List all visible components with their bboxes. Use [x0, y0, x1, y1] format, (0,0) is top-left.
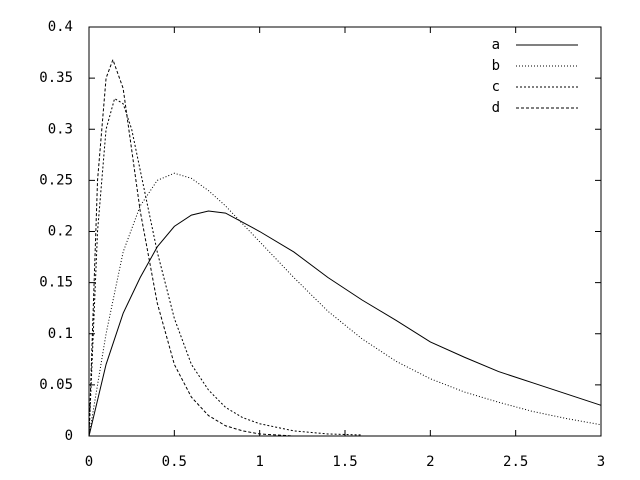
- legend-label: a: [492, 37, 500, 53]
- y-tick-label: 0: [65, 428, 73, 444]
- x-tick-label: 1.5: [332, 454, 357, 470]
- y-tick-label: 0.4: [48, 19, 73, 35]
- y-tick-label: 0.15: [39, 275, 73, 291]
- y-tick-label: 0.1: [48, 326, 73, 342]
- y-tick-label: 0.25: [39, 172, 73, 188]
- x-tick-label: 1: [255, 454, 263, 470]
- x-tick-label: 2.5: [503, 454, 528, 470]
- plot-frame: [88, 26, 602, 437]
- series-line: [88, 97, 363, 437]
- legend-label: d: [492, 100, 500, 116]
- series-line: [88, 172, 602, 437]
- series-line: [88, 58, 294, 437]
- y-tick-label: 0.35: [39, 70, 73, 86]
- y-tick-label: 0.3: [48, 121, 73, 137]
- x-tick-label: 0.5: [162, 454, 187, 470]
- x-tick-label: 3: [597, 454, 605, 470]
- x-tick-label: 2: [426, 454, 434, 470]
- legend-label: c: [492, 79, 500, 95]
- x-tick-label: 0: [85, 454, 93, 470]
- series-line: [88, 210, 602, 437]
- y-tick-label: 0.2: [48, 224, 73, 240]
- y-tick-label: 0.05: [39, 377, 73, 393]
- legend-label: b: [492, 58, 500, 74]
